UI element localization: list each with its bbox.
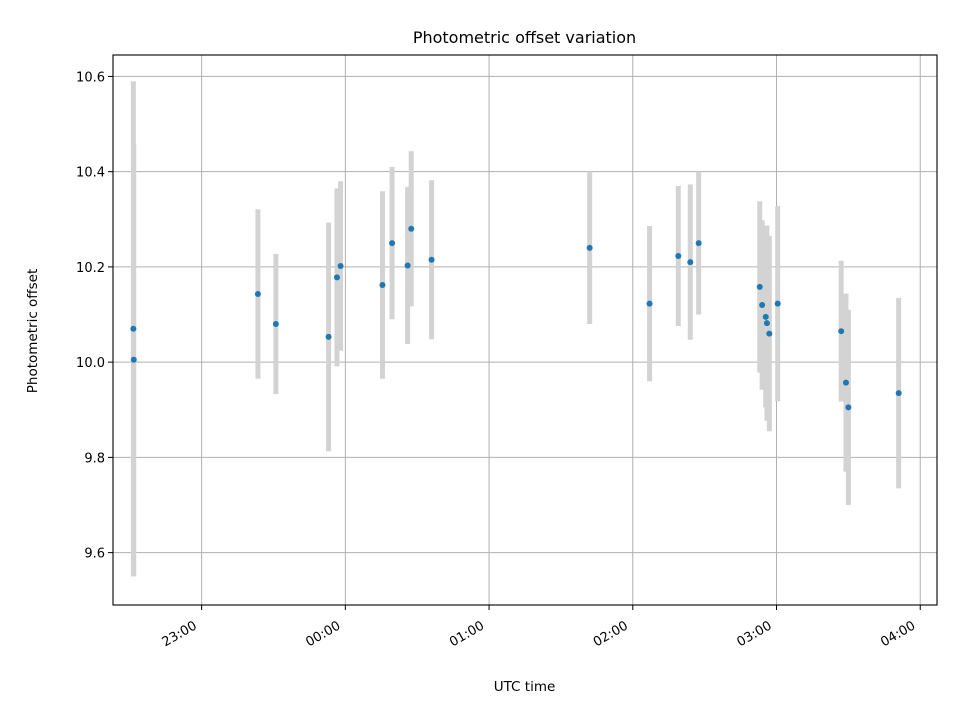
data-point <box>845 404 852 411</box>
data-point <box>428 256 435 263</box>
y-tick-label: 9.6 <box>84 547 105 562</box>
data-point <box>774 300 781 307</box>
y-tick-label: 9.8 <box>84 451 105 466</box>
y-axis: 9.6 9.8 10.0 10.2 10.4 10.6 <box>76 70 113 562</box>
y-tick-label: 10.0 <box>76 356 105 371</box>
data-point <box>646 300 653 307</box>
data-point <box>389 240 396 247</box>
data-point <box>838 328 845 335</box>
data-point <box>763 320 770 327</box>
y-axis-label: Photometric offset <box>25 269 41 393</box>
data-point <box>404 262 411 269</box>
data-point <box>766 330 773 337</box>
data-point <box>337 262 344 269</box>
data-points <box>130 225 902 411</box>
data-point <box>695 240 702 247</box>
data-point <box>333 274 340 281</box>
data-point <box>687 259 694 266</box>
data-point <box>272 321 279 328</box>
data-point <box>586 244 593 251</box>
y-tick-label: 10.2 <box>76 261 105 276</box>
data-point <box>254 291 261 298</box>
data-point <box>379 282 386 288</box>
data-point <box>756 283 763 290</box>
data-point <box>762 313 769 320</box>
data-point <box>675 252 682 259</box>
y-tick-label: 10.4 <box>76 166 105 181</box>
data-point <box>895 390 902 397</box>
plot-frame <box>112 54 938 606</box>
data-point <box>325 333 332 340</box>
data-point <box>842 379 849 386</box>
data-point <box>130 356 137 363</box>
y-tick-label: 10.6 <box>76 70 105 85</box>
data-point <box>408 225 415 232</box>
chart-title: Photometric offset variation <box>413 28 636 47</box>
data-point <box>130 325 137 332</box>
data-point <box>759 302 766 308</box>
x-axis-label: UTC time <box>494 679 556 695</box>
